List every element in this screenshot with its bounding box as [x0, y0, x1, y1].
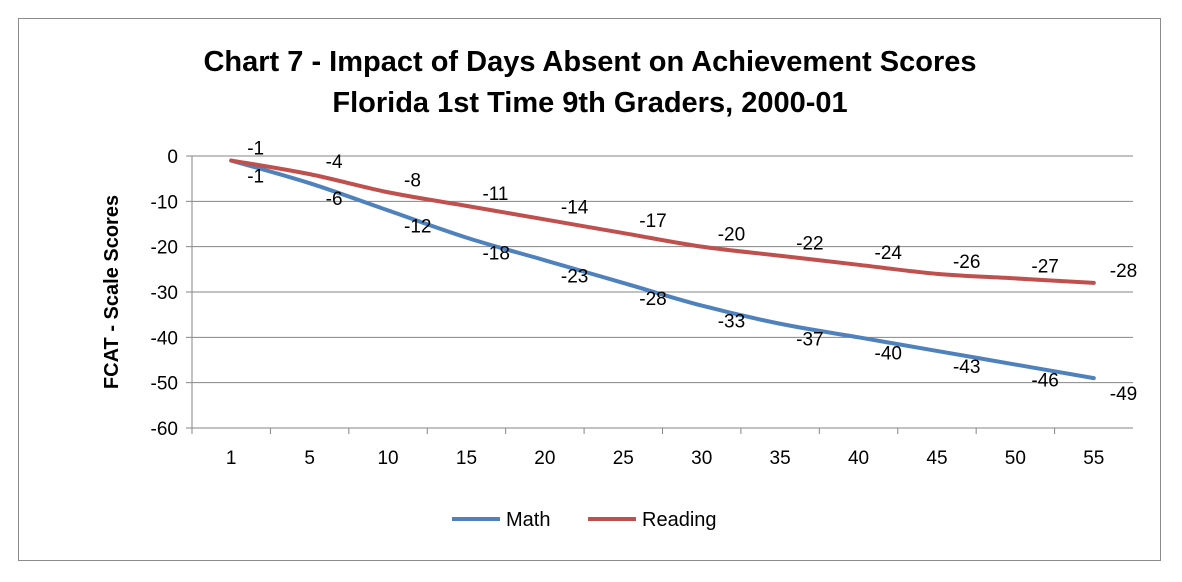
- legend: Math Reading: [452, 509, 717, 531]
- x-tick-label: 25: [613, 448, 634, 469]
- y-tick-label: -10: [151, 192, 178, 213]
- data-label-math: -40: [875, 343, 902, 364]
- data-label-reading: -26: [953, 252, 980, 273]
- data-label-math: -28: [639, 289, 666, 310]
- y-tick-label: -50: [151, 374, 178, 395]
- chart-title-line-2: Florida 1st Time 9th Graders, 2000-01: [332, 87, 847, 119]
- x-tick-label: 10: [377, 448, 398, 469]
- data-label-math: -6: [326, 189, 343, 210]
- data-label-reading: -22: [796, 234, 823, 255]
- data-label-math: -18: [482, 244, 509, 265]
- y-axis-label: FCAT - Scale Scores: [101, 195, 123, 389]
- data-label-math: -12: [404, 216, 431, 237]
- data-label-reading: -11: [482, 184, 508, 205]
- data-label-math: -49: [1110, 384, 1137, 405]
- legend-label-math: Math: [506, 509, 550, 531]
- chart-frame: [18, 18, 1161, 561]
- data-label-reading: -27: [1031, 256, 1058, 277]
- data-label-reading: -17: [639, 211, 666, 232]
- x-tick-label: 30: [691, 448, 712, 469]
- data-label-reading: -20: [718, 225, 745, 246]
- x-tick-label: 45: [926, 448, 947, 469]
- y-tick-label: -60: [151, 419, 178, 440]
- data-label-math: -1: [247, 167, 264, 188]
- x-tick-label: 15: [456, 448, 477, 469]
- data-label-reading: -28: [1110, 261, 1137, 282]
- y-tick-label: 0: [167, 147, 178, 168]
- data-label-math: -46: [1031, 371, 1058, 392]
- x-tick-label: 55: [1083, 448, 1104, 469]
- x-tick-label: 40: [848, 448, 869, 469]
- data-label-math: -37: [796, 330, 823, 351]
- data-label-math: -23: [561, 266, 588, 287]
- legend-label-reading: Reading: [642, 509, 717, 531]
- data-label-math: -43: [953, 357, 980, 378]
- data-label-reading: -14: [561, 197, 589, 218]
- series-line-reading: [229, 158, 1096, 285]
- y-tick-label: -20: [151, 238, 178, 259]
- x-tick-label: 50: [1005, 448, 1026, 469]
- data-label-reading: -8: [404, 170, 421, 191]
- x-tick-label: 5: [304, 448, 315, 469]
- y-tick-label: -40: [151, 328, 178, 349]
- x-tick-label: 35: [770, 448, 791, 469]
- x-tick-label: 20: [534, 448, 555, 469]
- data-label-math: -33: [718, 312, 745, 333]
- x-tick-label: 1: [226, 448, 237, 469]
- chart-title-line-1: Chart 7 - Impact of Days Absent on Achie…: [203, 46, 976, 78]
- data-label-reading: -4: [326, 152, 343, 173]
- y-tick-label: -30: [151, 283, 178, 304]
- data-label-reading: -1: [247, 139, 264, 160]
- data-label-reading: -24: [875, 243, 903, 264]
